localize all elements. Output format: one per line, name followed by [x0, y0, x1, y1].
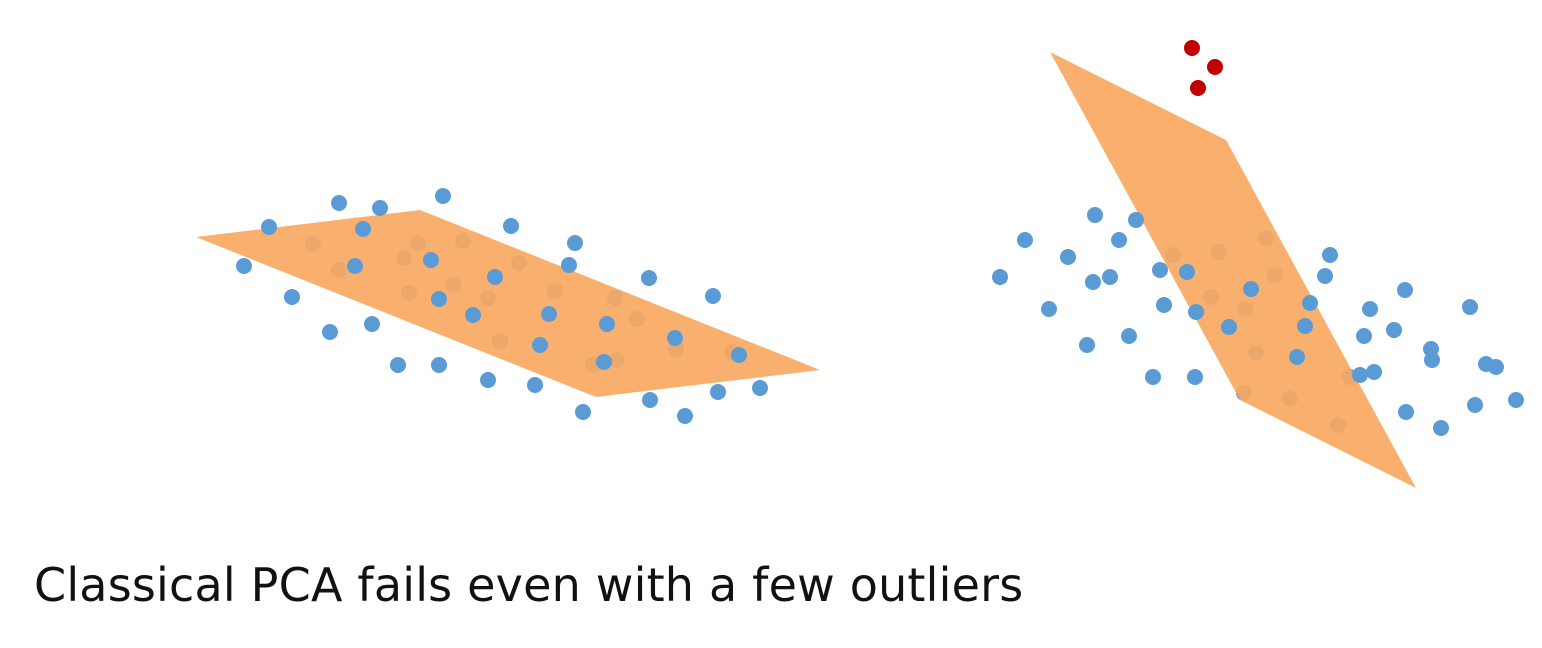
outlier-points: [1184, 40, 1223, 96]
inlier-point: [1179, 264, 1195, 280]
inlier-point: [1467, 397, 1483, 413]
inlier-point: [596, 354, 612, 370]
inlier-point: [1397, 282, 1413, 298]
inlier-point: [1128, 212, 1144, 228]
inlier-point: [527, 377, 543, 393]
inlier-point: [1060, 249, 1076, 265]
inlier-point: [423, 252, 439, 268]
inlier-point: [1366, 364, 1382, 380]
inlier-point: [1398, 404, 1414, 420]
inlier-point: [372, 200, 388, 216]
inlier-point: [1156, 297, 1172, 313]
inlier-point: [1322, 247, 1338, 263]
inlier-point: [1017, 232, 1033, 248]
inlier-point: [532, 337, 548, 353]
inlier-point: [1221, 319, 1237, 335]
inlier-point: [236, 258, 252, 274]
inlier-point: [1356, 328, 1372, 344]
inlier-point: [992, 269, 1008, 285]
outlier-point: [1184, 40, 1200, 56]
inlier-point: [1145, 369, 1161, 385]
inlier-point: [1488, 359, 1504, 375]
right-panel-with-outliers: [992, 40, 1524, 488]
inlier-point: [705, 288, 721, 304]
inlier-point: [541, 306, 557, 322]
inlier-point: [465, 307, 481, 323]
inlier-point: [752, 380, 768, 396]
inlier-point: [1041, 301, 1057, 317]
left-fitted-plane: [196, 210, 820, 397]
inlier-point: [331, 195, 347, 211]
left-points-in-front: [236, 188, 768, 424]
inlier-point: [431, 291, 447, 307]
inlier-point: [731, 347, 747, 363]
inlier-point: [487, 269, 503, 285]
inlier-point: [641, 270, 657, 286]
inlier-point: [390, 357, 406, 373]
inlier-point: [642, 392, 658, 408]
inlier-point: [1508, 392, 1524, 408]
inlier-point: [1087, 207, 1103, 223]
inlier-point: [1362, 301, 1378, 317]
inlier-point: [322, 324, 338, 340]
inlier-point: [284, 289, 300, 305]
inlier-point: [1188, 304, 1204, 320]
right-fitted-plane: [1050, 52, 1416, 488]
inlier-point: [364, 316, 380, 332]
inlier-point: [567, 235, 583, 251]
inlier-point: [1243, 281, 1259, 297]
inlier-point: [1424, 352, 1440, 368]
inlier-point: [347, 258, 363, 274]
inlier-point: [1297, 318, 1313, 334]
inlier-point: [480, 372, 496, 388]
inlier-point: [1302, 295, 1318, 311]
outlier-point: [1190, 80, 1206, 96]
inlier-point: [1102, 269, 1118, 285]
inlier-point: [575, 404, 591, 420]
inlier-point: [431, 357, 447, 373]
right-points-in-front: [992, 207, 1524, 436]
inlier-point: [599, 316, 615, 332]
inlier-point: [1433, 420, 1449, 436]
inlier-point: [1352, 367, 1368, 383]
inlier-point: [261, 219, 277, 235]
inlier-point: [355, 221, 371, 237]
inlier-point: [1121, 328, 1137, 344]
inlier-point: [1462, 299, 1478, 315]
left-panel-without-outliers: [196, 188, 820, 424]
inlier-point: [1079, 337, 1095, 353]
inlier-point: [1187, 369, 1203, 385]
inlier-point: [667, 330, 683, 346]
inlier-point: [677, 408, 693, 424]
inlier-point: [1317, 268, 1333, 284]
inlier-point: [503, 218, 519, 234]
inlier-point: [1289, 349, 1305, 365]
inlier-point: [561, 257, 577, 273]
inlier-point: [1085, 274, 1101, 290]
figure-caption: Classical PCA fails even with a few outl…: [34, 558, 1024, 612]
inlier-point: [435, 188, 451, 204]
outlier-point: [1207, 59, 1223, 75]
inlier-point: [1111, 232, 1127, 248]
inlier-point: [1152, 262, 1168, 278]
inlier-point: [1386, 322, 1402, 338]
inlier-point: [710, 384, 726, 400]
